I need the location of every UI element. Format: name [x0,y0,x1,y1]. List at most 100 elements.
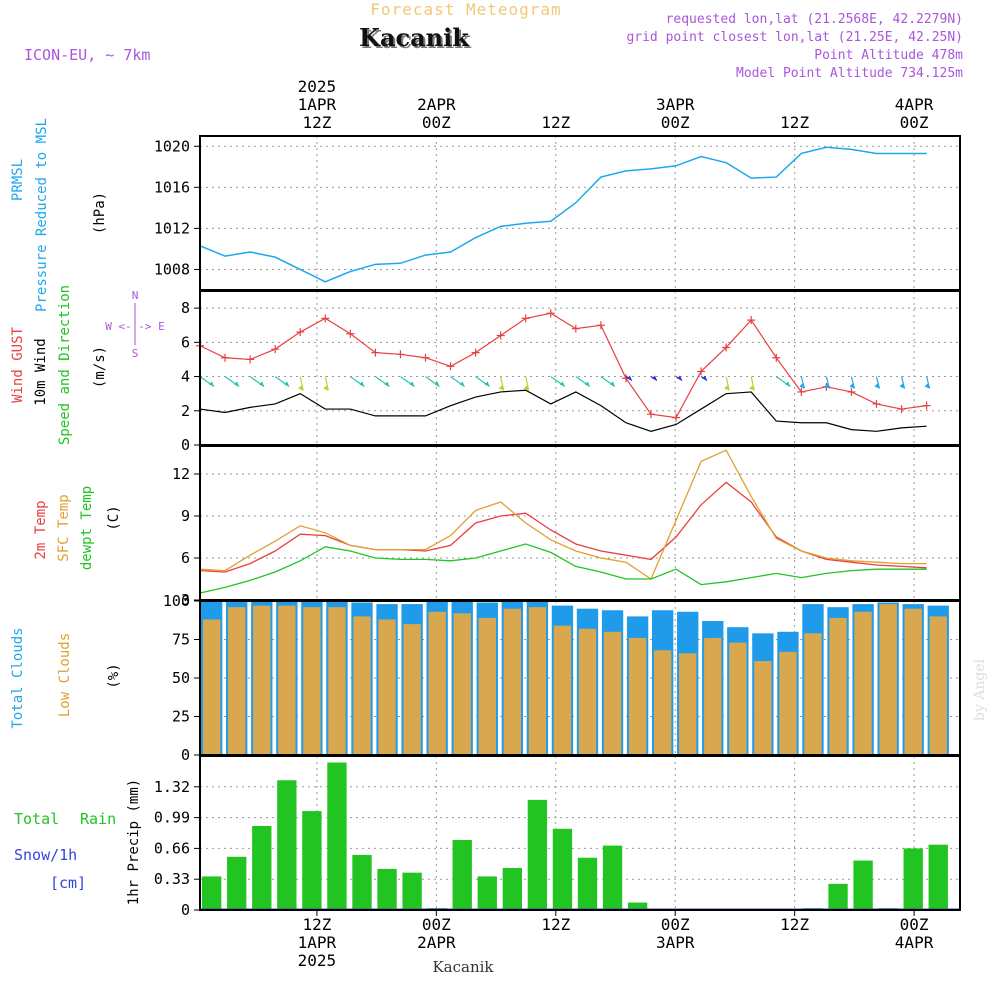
panel-frame [199,290,961,446]
wind-direction-arrowhead [209,381,214,387]
top-axis-label: 3APR [656,95,695,114]
wind-direction-arrowhead [234,381,240,387]
wind-line [199,389,927,432]
low-cloud-bar [253,605,271,755]
low-cloud-bar [904,608,922,755]
top-axis-label: 12Z [780,113,809,132]
top-axis-label: 00Z [661,113,690,132]
bottom-axis-label: 4APR [895,933,934,952]
gust-marker [321,314,330,323]
wind-direction-arrowhead [384,381,390,387]
wind-direction-arrowhead [284,381,290,387]
wind-direction-arrowhead [498,385,504,391]
wind-direction-arrowhead [609,381,615,387]
low-cloud-bar [929,616,947,755]
clouds-unit: (%) [106,663,122,688]
wind-direction-arrow [750,376,755,391]
y-tick-label: 75 [172,631,190,649]
compass-south: S [132,347,139,360]
precip-bar [928,844,948,910]
y-tick-label: 1020 [154,137,190,155]
gust-marker [521,314,530,323]
y-tick-label: 0.66 [154,839,190,857]
low-cloud-bar [578,628,597,755]
y-tick-label: 2 [181,402,190,420]
top-axis-label: 00Z [900,113,929,132]
low-cloud-bar [679,653,697,755]
y-tick-label: 4 [181,368,190,386]
y-tick-label: 0 [181,436,190,454]
wind-direction-arrowhead [724,385,730,391]
wind-direction-arrowhead [323,385,329,391]
wind-direction-arrow [825,376,830,389]
gust-marker [546,309,555,318]
gust-marker [446,362,455,371]
wind-direction-arrowhead [899,383,905,389]
precip-bar [828,883,848,910]
bottom-axis-label: 1APR [298,933,337,952]
gust-marker [747,316,756,325]
y-tick-label: 0 [181,901,190,919]
wind-unit: (m/s) [92,346,108,388]
low-cloud-bar [403,624,421,755]
gust-marker [697,367,706,376]
compass-north: N [132,289,139,302]
wind-direction-arrowhead [434,381,440,387]
low-cloud-bar [378,619,396,755]
y-tick-label: 9 [181,507,190,525]
panel-frame [199,755,961,911]
gust-marker [371,348,380,357]
y-tick-label: 1008 [154,260,190,278]
bottom-axis-label: 00Z [422,915,451,934]
y-tick-label: 25 [172,708,190,726]
precip-bar [302,811,322,910]
precip-bar [552,828,573,910]
y-tick-label: 100 [163,592,190,610]
wind-direction-arrowhead [298,385,304,391]
precip-bar [502,868,522,910]
gust-marker [596,321,605,330]
wind-direction-arrow [299,376,304,391]
temp-unit: (C) [106,505,122,530]
y-tick-label: 3 [181,591,190,609]
precip-bar [527,799,548,910]
low-cloud-bar [704,637,722,755]
wind-direction-arrowhead [484,381,490,387]
wind-direction-arrow [875,376,881,389]
watermark: by Angel [972,658,988,721]
precip-bar [252,826,272,910]
sfc-temp-line [199,449,927,580]
wind-direction-arrowhead [702,375,708,381]
pressure-label-full: Pressure Reduced to MSL [34,118,50,312]
gust-marker [646,410,655,419]
wind-direction-arrowhead [824,383,830,389]
y-tick-label: 0 [181,746,190,764]
wind-direction-arrowhead [259,381,265,387]
bottom-axis-label: 2025 [298,951,337,970]
y-tick-label: 1.32 [154,778,190,796]
gust-marker [496,331,505,340]
bottom-axis-label: 12Z [541,915,570,934]
snow-label: Snow/1h [14,846,77,864]
meteogram-title: Forecast Meteogram [370,0,561,19]
wind-direction-arrow [525,376,530,391]
gust-marker [797,387,806,396]
top-axis-label: 1APR [298,95,337,114]
gust-marker [672,413,681,422]
wind-direction-arrowhead [459,381,465,387]
low-cloud-bar [729,642,747,755]
precip-bar [202,876,222,910]
wind-direction-arrow [725,376,730,391]
wind-direction-arrowhead [849,383,855,389]
wind10-label: 10m Wind [33,338,49,405]
wind-direction-arrow [800,376,805,389]
precip-bar [577,857,598,910]
y-tick-label: 50 [172,669,190,687]
panel-frame [199,445,961,601]
precip-bar [452,840,472,910]
low-cloud-bar [553,625,572,755]
snow-unit-label: [cm] [50,874,86,892]
gust-marker [872,399,881,408]
